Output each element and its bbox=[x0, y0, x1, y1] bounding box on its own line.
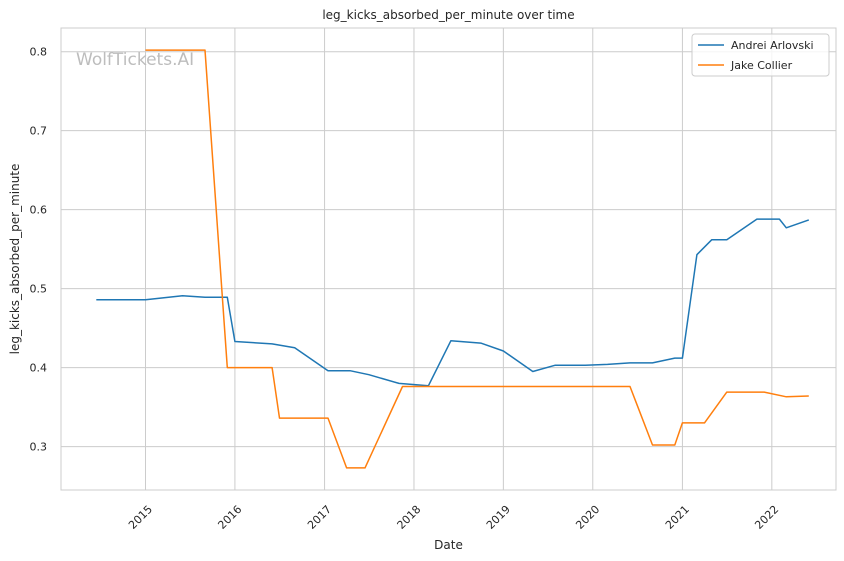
series-line-2 bbox=[145, 49, 809, 469]
legend: Andrei Arlovski Jake Collier bbox=[691, 33, 830, 77]
y-axis-ticks: 0.3 0.4 0.5 0.6 0.7 0.8 bbox=[30, 46, 48, 454]
y-tick-label: 0.3 bbox=[30, 441, 48, 454]
series-line-1 bbox=[96, 218, 810, 387]
legend-box bbox=[691, 33, 830, 77]
legend-label: Jake Collier bbox=[730, 59, 793, 72]
plot-area-frame bbox=[60, 27, 837, 491]
watermark: WolfTickets.AI bbox=[76, 50, 194, 70]
chart-title: leg_kicks_absorbed_per_minute over time bbox=[322, 8, 574, 22]
y-tick-label: 0.5 bbox=[30, 283, 48, 296]
y-tick-label: 0.6 bbox=[30, 204, 48, 217]
y-axis-label: leg_kicks_absorbed_per_minute bbox=[8, 164, 22, 355]
y-tick-label: 0.4 bbox=[30, 362, 48, 375]
y-tick-label: 0.7 bbox=[30, 125, 48, 138]
legend-label: Andrei Arlovski bbox=[731, 39, 814, 52]
x-axis-label: Date bbox=[434, 538, 463, 552]
y-tick-label: 0.8 bbox=[30, 46, 48, 59]
series-layer bbox=[96, 49, 810, 469]
